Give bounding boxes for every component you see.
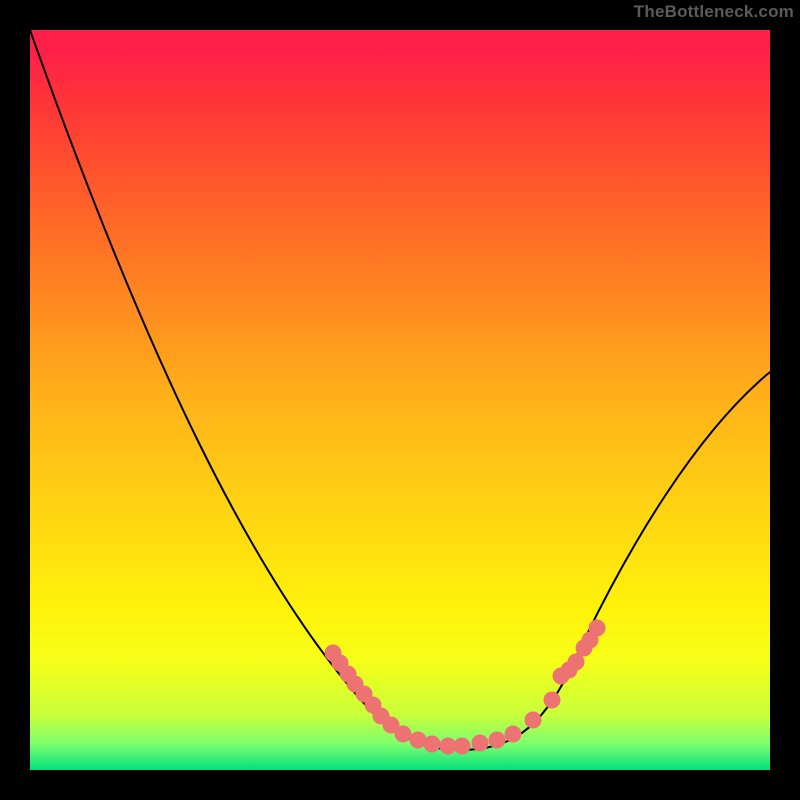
attribution-text: TheBottleneck.com [634,2,794,22]
chart-canvas: TheBottleneck.com [0,0,800,800]
curve-marker [544,692,561,709]
curve-marker [424,736,441,753]
curve-marker [472,735,489,752]
gradient-chart-svg [30,30,770,770]
curve-marker [505,726,522,743]
curve-marker [395,726,412,743]
plot-area [30,30,770,770]
curve-marker [589,620,606,637]
curve-marker [489,732,506,749]
curve-marker [454,738,471,755]
curve-marker [525,712,542,729]
gradient-background [30,30,770,770]
